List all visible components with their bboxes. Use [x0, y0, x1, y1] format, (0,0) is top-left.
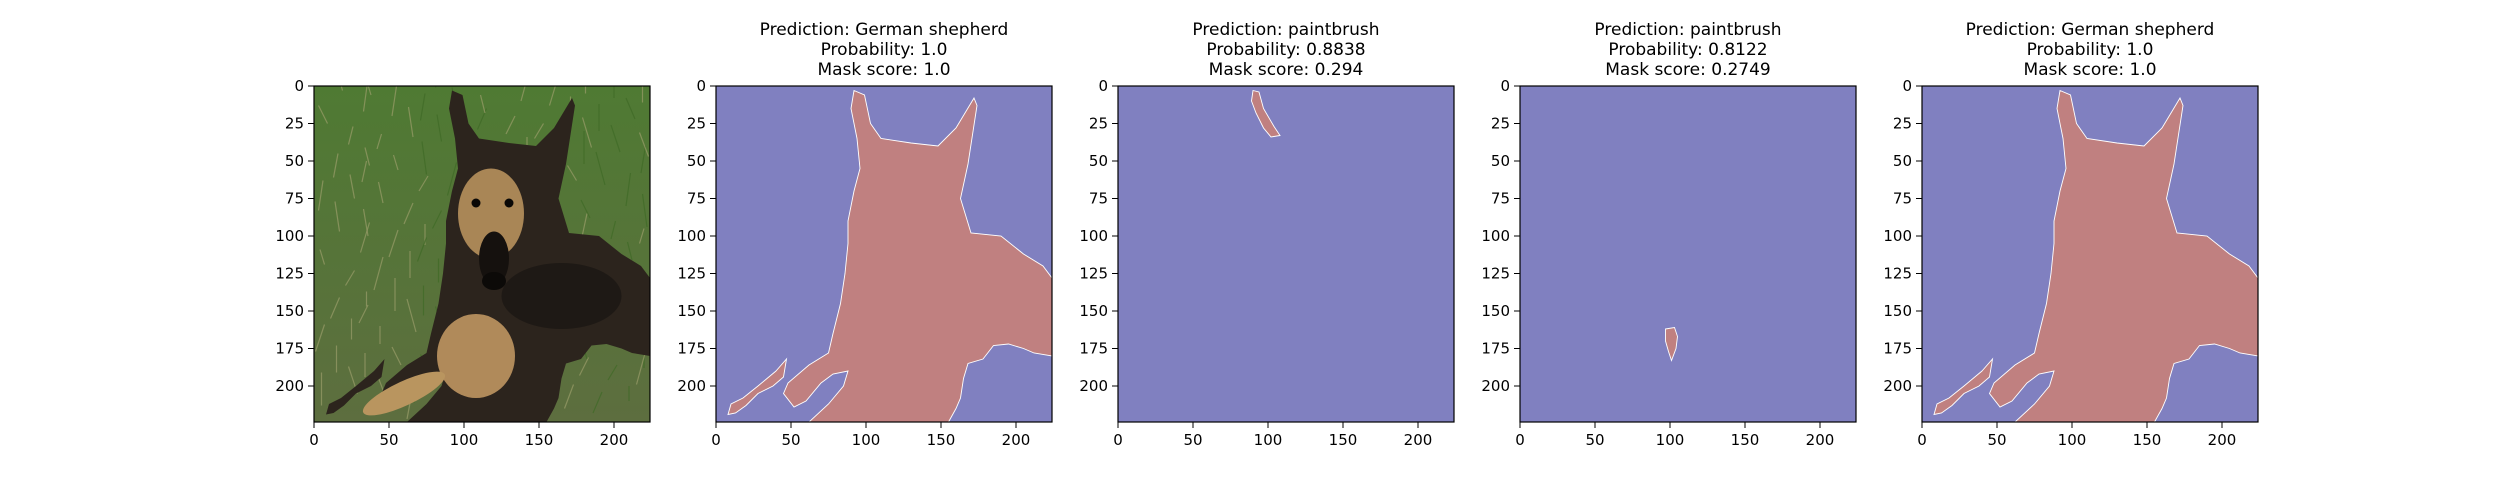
- panel-title-line: Probability: 1.0: [2027, 40, 2154, 60]
- segmentation-mask: [1922, 86, 2259, 423]
- y-tick-label: 50: [1491, 152, 1510, 170]
- y-tick-label: 0: [1902, 77, 1912, 95]
- x-tick-label: 0: [1917, 431, 1927, 449]
- y-tick-label: 175: [275, 340, 304, 358]
- panel-title-line: Probability: 1.0: [821, 40, 948, 60]
- y-tick-label: 25: [687, 115, 706, 133]
- panel-title-line: Prediction: paintbrush: [1192, 20, 1379, 40]
- y-tick-label: 175: [1079, 340, 1108, 358]
- y-tick-label: 200: [1883, 377, 1912, 395]
- y-tick-label: 100: [1079, 227, 1108, 245]
- panel-title-line: Probability: 0.8838: [1206, 40, 1365, 60]
- y-tick-label: 125: [1079, 265, 1108, 283]
- y-tick-label: 100: [275, 227, 304, 245]
- x-tick-label: 150: [2133, 431, 2162, 449]
- y-tick-label: 25: [1089, 115, 1108, 133]
- y-tick-label: 150: [1883, 302, 1912, 320]
- y-tick-label: 75: [687, 190, 706, 208]
- x-tick-label: 200: [600, 431, 629, 449]
- x-tick-label: 100: [852, 431, 881, 449]
- y-tick-label: 100: [1883, 227, 1912, 245]
- y-tick-label: 125: [275, 265, 304, 283]
- x-tick-label: 100: [450, 431, 479, 449]
- y-tick-label: 125: [1481, 265, 1510, 283]
- y-tick-label: 100: [677, 227, 706, 245]
- axes-frame: [1519, 85, 1857, 423]
- y-tick-label: 25: [1893, 115, 1912, 133]
- panel-title-line: Mask score: 0.2749: [1605, 60, 1770, 80]
- y-tick-label: 75: [1491, 190, 1510, 208]
- y-tick-label: 50: [687, 152, 706, 170]
- segmentation-mask: [1118, 86, 1454, 422]
- y-tick-label: 50: [1089, 152, 1108, 170]
- y-tick-label: 50: [285, 152, 304, 170]
- x-tick-label: 100: [1254, 431, 1283, 449]
- y-tick-label: 200: [275, 377, 304, 395]
- y-tick-label: 100: [1481, 227, 1510, 245]
- y-tick-label: 175: [1481, 340, 1510, 358]
- y-tick-label: 150: [1079, 302, 1108, 320]
- x-tick-label: 0: [711, 431, 721, 449]
- y-tick-label: 175: [677, 340, 706, 358]
- y-tick-label: 0: [1098, 77, 1108, 95]
- axes-frame: [1921, 85, 2259, 423]
- x-tick-label: 0: [309, 431, 319, 449]
- x-tick-label: 200: [2208, 431, 2237, 449]
- y-tick-label: 150: [1481, 302, 1510, 320]
- y-tick-label: 125: [677, 265, 706, 283]
- dog-photo: [314, 86, 650, 422]
- panel-mask-4: Prediction: German shepherdProbability: …: [1883, 20, 2259, 449]
- y-tick-label: 200: [677, 377, 706, 395]
- axes-frame: [313, 85, 651, 423]
- y-tick-label: 50: [1893, 152, 1912, 170]
- y-tick-label: 75: [1089, 190, 1108, 208]
- y-tick-label: 125: [1883, 265, 1912, 283]
- x-tick-label: 50: [1183, 431, 1202, 449]
- x-tick-label: 50: [1585, 431, 1604, 449]
- y-tick-label: 200: [1079, 377, 1108, 395]
- x-tick-label: 100: [1656, 431, 1685, 449]
- axes-frame: [715, 85, 1053, 423]
- panel-title-line: Mask score: 1.0: [817, 60, 950, 80]
- y-tick-label: 150: [677, 302, 706, 320]
- panel-title-line: Probability: 0.8122: [1608, 40, 1767, 60]
- y-tick-label: 25: [1491, 115, 1510, 133]
- x-tick-label: 200: [1002, 431, 1031, 449]
- panel-mask-1: Prediction: German shepherdProbability: …: [677, 20, 1053, 449]
- y-tick-label: 75: [285, 190, 304, 208]
- panel-title-line: Mask score: 0.294: [1209, 60, 1364, 80]
- x-tick-label: 0: [1113, 431, 1123, 449]
- x-tick-label: 200: [1806, 431, 1835, 449]
- x-tick-label: 50: [1987, 431, 2006, 449]
- y-tick-label: 25: [285, 115, 304, 133]
- segmentation-mask: [1520, 86, 1856, 422]
- x-tick-label: 50: [379, 431, 398, 449]
- y-tick-label: 150: [275, 302, 304, 320]
- x-tick-label: 50: [781, 431, 800, 449]
- y-tick-label: 175: [1883, 340, 1912, 358]
- y-tick-label: 200: [1481, 377, 1510, 395]
- y-tick-label: 75: [1893, 190, 1912, 208]
- x-tick-label: 150: [927, 431, 956, 449]
- y-tick-label: 0: [696, 77, 706, 95]
- x-tick-label: 100: [2058, 431, 2087, 449]
- panel-title-line: Prediction: paintbrush: [1594, 20, 1781, 40]
- panel-title-line: Prediction: German shepherd: [760, 20, 1009, 40]
- segmentation-mask: [716, 86, 1053, 423]
- panel-title-line: Mask score: 1.0: [2023, 60, 2156, 80]
- x-tick-label: 200: [1404, 431, 1433, 449]
- x-tick-label: 0: [1515, 431, 1525, 449]
- panel-title-line: Prediction: German shepherd: [1966, 20, 2215, 40]
- y-tick-label: 0: [294, 77, 304, 95]
- x-tick-label: 150: [525, 431, 554, 449]
- x-tick-label: 150: [1731, 431, 1760, 449]
- axes-frame: [1117, 85, 1455, 423]
- x-tick-label: 150: [1329, 431, 1358, 449]
- y-tick-label: 0: [1500, 77, 1510, 95]
- panel-original: 0 50 100 150 200 0 25 50 75 100 125 150 175 200: [275, 77, 651, 449]
